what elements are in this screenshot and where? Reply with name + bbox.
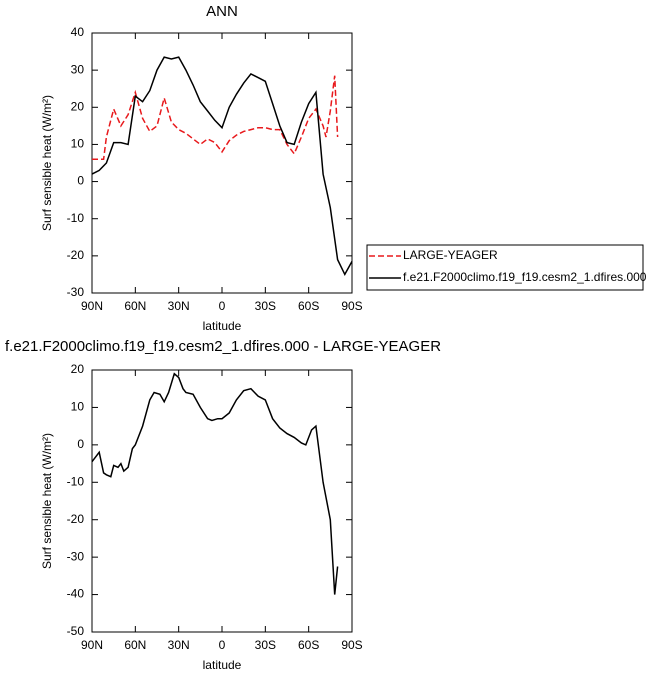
data-line bbox=[91, 56, 353, 277]
y-tick-label: -20 bbox=[67, 248, 85, 262]
y-axis-label: Surf sensible heat (W/m²) bbox=[40, 433, 54, 569]
data-line bbox=[92, 75, 339, 161]
x-tick-label: 60S bbox=[298, 638, 319, 652]
x-tick-label: 0 bbox=[219, 299, 226, 313]
x-tick-label: 90N bbox=[81, 299, 103, 313]
y-tick-label: -10 bbox=[67, 474, 85, 488]
x-axis-label: latitude bbox=[203, 658, 242, 672]
y-tick-label: 10 bbox=[71, 400, 85, 414]
y-tick-label: 0 bbox=[77, 437, 84, 451]
x-axis-label: latitude bbox=[203, 319, 242, 333]
legend-label: LARGE-YEAGER bbox=[403, 248, 498, 262]
y-tick-label: 20 bbox=[71, 99, 85, 113]
x-tick-label: 90N bbox=[81, 638, 103, 652]
x-tick-label: 30N bbox=[168, 638, 190, 652]
plot-frame bbox=[91, 32, 353, 294]
chart-title: ANN bbox=[206, 3, 238, 20]
plot-frame bbox=[91, 369, 353, 633]
x-tick-label: 30S bbox=[255, 638, 276, 652]
y-tick-label: 10 bbox=[71, 137, 85, 151]
y-tick-label: -30 bbox=[67, 549, 85, 563]
x-tick-label: 90S bbox=[341, 299, 362, 313]
y-tick-label: 0 bbox=[77, 174, 84, 188]
y-tick-label: 30 bbox=[71, 62, 85, 76]
y-tick-label: -20 bbox=[67, 512, 85, 526]
x-tick-label: 60N bbox=[124, 638, 146, 652]
data-line bbox=[91, 372, 339, 595]
legend-label: f.e21.F2000climo.f19_f19.cesm2_1.dfires.… bbox=[403, 270, 647, 284]
x-tick-label: 60S bbox=[298, 299, 319, 313]
x-tick-label: 30N bbox=[168, 299, 190, 313]
x-tick-label: 90S bbox=[341, 638, 362, 652]
x-tick-label: 60N bbox=[124, 299, 146, 313]
x-tick-label: 30S bbox=[255, 299, 276, 313]
y-tick-label: -10 bbox=[67, 211, 85, 225]
y-tick-label: -40 bbox=[67, 587, 85, 601]
y-tick-label: 40 bbox=[71, 25, 85, 39]
y-tick-label: -30 bbox=[67, 285, 85, 299]
y-tick-label: -50 bbox=[67, 624, 85, 638]
chart-title: f.e21.F2000climo.f19_f19.cesm2_1.dfires.… bbox=[5, 338, 441, 355]
x-tick-label: 0 bbox=[219, 638, 226, 652]
legend-box bbox=[366, 244, 644, 291]
y-tick-label: 20 bbox=[71, 362, 85, 376]
y-axis-label: Surf sensible heat (W/m²) bbox=[40, 95, 54, 231]
